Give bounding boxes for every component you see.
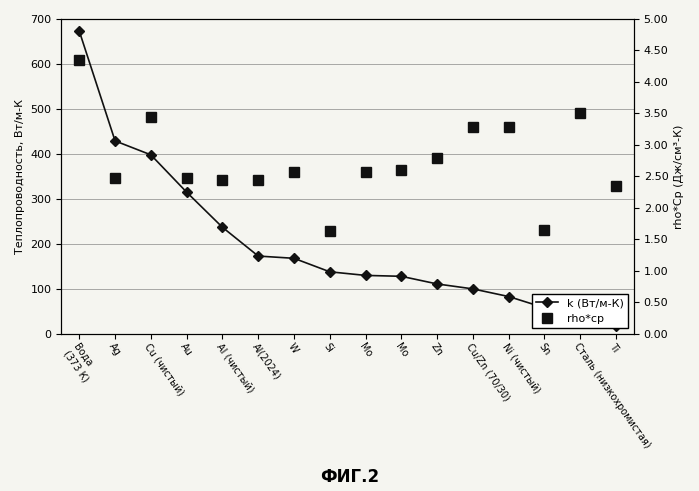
k (Вт/м-К) bbox=[218, 224, 226, 230]
Legend: k (Вт/м-К), rho*cp: k (Вт/м-К), rho*cp bbox=[531, 294, 628, 328]
rho*cp bbox=[540, 227, 549, 233]
k (Вт/м-К) bbox=[540, 305, 549, 311]
rho*cp bbox=[397, 167, 405, 173]
rho*cp bbox=[433, 155, 441, 161]
rho*cp bbox=[147, 114, 155, 120]
k (Вт/м-К) bbox=[433, 281, 441, 287]
k (Вт/м-К) bbox=[111, 138, 120, 144]
k (Вт/м-К) bbox=[182, 189, 191, 195]
rho*cp bbox=[361, 169, 370, 175]
k (Вт/м-К) bbox=[397, 273, 405, 279]
Line: rho*cp: rho*cp bbox=[74, 55, 621, 236]
k (Вт/м-К) bbox=[361, 273, 370, 278]
rho*cp bbox=[182, 175, 191, 181]
Y-axis label: Теплопроводность, Вт/м-К: Теплопроводность, Вт/м-К bbox=[15, 99, 25, 254]
Y-axis label: rho*Cp (Дж/см³-К): rho*Cp (Дж/см³-К) bbox=[674, 124, 684, 229]
rho*cp bbox=[75, 57, 83, 63]
rho*cp bbox=[218, 177, 226, 183]
k (Вт/м-К) bbox=[326, 269, 334, 275]
rho*cp bbox=[505, 124, 513, 130]
rho*cp bbox=[612, 183, 620, 189]
rho*cp bbox=[326, 228, 334, 234]
k (Вт/м-К) bbox=[469, 286, 477, 292]
rho*cp bbox=[254, 177, 262, 183]
k (Вт/м-К) bbox=[576, 318, 584, 324]
rho*cp bbox=[576, 110, 584, 116]
Line: k (Вт/м-К): k (Вт/м-К) bbox=[75, 27, 619, 329]
k (Вт/м-К) bbox=[75, 28, 83, 34]
Text: ФИГ.2: ФИГ.2 bbox=[320, 468, 379, 486]
rho*cp bbox=[290, 169, 298, 175]
rho*cp bbox=[111, 175, 120, 181]
k (Вт/м-К) bbox=[505, 294, 513, 300]
k (Вт/м-К) bbox=[612, 323, 620, 329]
k (Вт/м-К) bbox=[147, 152, 155, 158]
k (Вт/м-К) bbox=[290, 255, 298, 261]
rho*cp bbox=[469, 124, 477, 130]
k (Вт/м-К) bbox=[254, 253, 262, 259]
